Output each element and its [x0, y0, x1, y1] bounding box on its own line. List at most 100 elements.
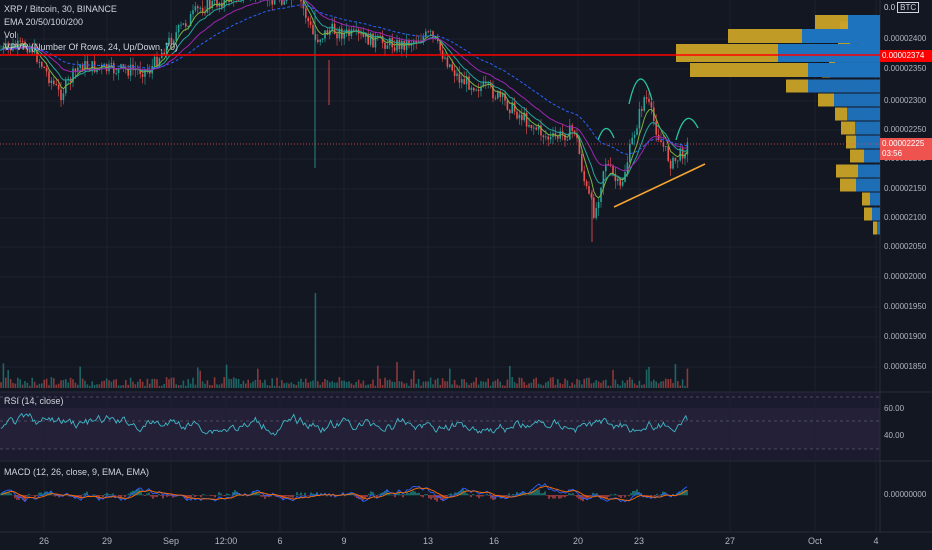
volume-bar [257, 368, 259, 388]
volume-bar [521, 378, 523, 388]
candle-body [516, 111, 518, 119]
macd-title[interactable]: MACD (12, 26, close, 9, EMA, EMA) [4, 467, 150, 477]
time-tick: 9 [341, 536, 347, 546]
volume-bar [405, 383, 408, 388]
ema-legend[interactable]: EMA 20/50/100/200 [4, 17, 84, 27]
candle-body [631, 137, 633, 145]
time-tick: Sep [162, 536, 180, 546]
macd-histogram-bar [302, 495, 304, 496]
macd-histogram-bar [628, 495, 630, 497]
macd-histogram-bar [400, 494, 402, 496]
candle-body [300, 0, 302, 2]
volume-bar [605, 379, 607, 388]
volume-bar [168, 379, 170, 388]
vpvr-down-row [786, 79, 808, 93]
volume-bar [540, 384, 542, 388]
volume-bar [204, 383, 206, 388]
volume-bar [525, 384, 528, 388]
candle-body [638, 109, 641, 129]
volume-bar [461, 379, 463, 388]
candle-body [185, 23, 187, 27]
macd-histogram-bar [686, 489, 688, 496]
candle-body [14, 44, 17, 49]
volume-bar [67, 382, 69, 388]
macd-histogram-bar [488, 495, 490, 496]
volume-bar [415, 383, 417, 388]
vpvr-legend[interactable]: VPVR (Number Of Rows, 24, Up/Down, 70) [4, 42, 179, 52]
volume-bar [470, 382, 473, 388]
macd-histogram-bar [562, 495, 564, 497]
symbol-title[interactable]: XRP / Bitcoin, 30, BINANCE [4, 4, 117, 14]
volume-bar [653, 379, 655, 388]
volume-bar [381, 384, 384, 388]
macd-histogram-bar [144, 495, 146, 496]
volume-bar [593, 382, 595, 388]
macd-histogram-bar [450, 493, 452, 496]
candle-body [593, 197, 595, 218]
volume-bar [165, 377, 168, 388]
price-tick: 0.00001900 [884, 332, 927, 341]
volume-bar [609, 385, 612, 388]
price-tick: 0.00002250 [884, 125, 927, 134]
volume-bar [228, 378, 230, 388]
volume-bar [5, 377, 7, 388]
volume-bar [264, 379, 266, 388]
macd-histogram-bar [424, 494, 426, 496]
currency-badge[interactable]: 0.0 BTC [884, 2, 920, 13]
volume-bar [530, 382, 533, 388]
volume-bar [333, 382, 336, 388]
volume-bar [336, 382, 338, 388]
macd-histogram-bar [118, 495, 120, 497]
volume-bar [2, 363, 5, 388]
candle-body [480, 86, 482, 92]
candle-body [485, 82, 487, 84]
macd-histogram-bar [514, 494, 516, 496]
macd-histogram-bar [170, 495, 172, 496]
head-arc [628, 78, 653, 105]
volume-bar [108, 380, 110, 388]
candle-body [643, 97, 645, 111]
macd-histogram-bar [572, 493, 574, 496]
volume-bar [612, 369, 614, 388]
candle-body [573, 130, 576, 134]
candle-body [175, 32, 177, 41]
candle-body [417, 41, 420, 44]
volume-bar [19, 379, 21, 388]
candle-body [432, 31, 434, 38]
volume-bar [439, 384, 441, 388]
macd-histogram-bar [266, 495, 268, 497]
macd-histogram-bar [168, 495, 170, 497]
volume-bar [374, 385, 377, 388]
volume-bar [319, 384, 321, 388]
volume-bar [281, 380, 283, 388]
volume-bar [617, 384, 619, 388]
volume-bar [125, 380, 127, 388]
macd-histogram-bar [578, 495, 580, 500]
macd-histogram-bar [380, 492, 382, 496]
volume-legend[interactable]: Vol [4, 30, 17, 40]
volume-bar [434, 379, 437, 388]
macd-histogram-bar [620, 495, 622, 499]
candle-body [456, 73, 458, 76]
volume-bar [309, 381, 312, 388]
volume-bar [276, 377, 278, 388]
volume-bar [480, 381, 482, 388]
volume-bar [189, 383, 192, 388]
macd-histogram-bar [292, 495, 294, 498]
macd-histogram-bar [22, 495, 24, 500]
candle-body [132, 64, 134, 70]
macd-histogram-bar [568, 493, 570, 496]
currency-unit: BTC [897, 2, 920, 13]
candle-body [583, 171, 585, 182]
volume-bar [379, 378, 381, 388]
volume-bar [410, 378, 413, 388]
macd-histogram-bar [372, 492, 374, 496]
candle-body [189, 14, 192, 27]
candle-body [612, 165, 614, 174]
volume-bar [81, 378, 84, 388]
vpvr-up-row [847, 107, 880, 121]
rsi-title[interactable]: RSI (14, close) [4, 396, 64, 406]
candle-body [422, 36, 425, 43]
